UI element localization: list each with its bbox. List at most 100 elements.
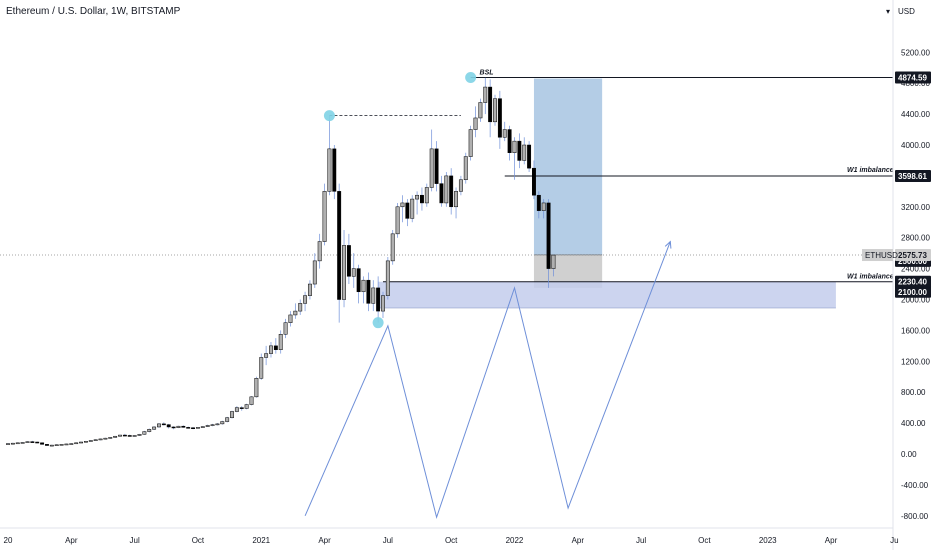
candle-body — [273, 345, 278, 350]
time-tick: Ju — [890, 536, 898, 545]
time-tick: Apr — [572, 536, 585, 545]
candle-body — [225, 417, 230, 422]
candle-body — [20, 442, 25, 444]
swing-marker-1 — [465, 71, 477, 83]
candle-body — [103, 437, 108, 440]
price-label-imbalance-2: 2230.40 — [898, 278, 927, 287]
price-tick: 2000.00 — [901, 296, 930, 305]
candle-body — [186, 427, 191, 429]
candle-body — [502, 129, 507, 138]
candle-body — [69, 443, 74, 445]
candle-body — [434, 148, 439, 184]
candle-body — [278, 334, 283, 350]
time-tick: Apr — [318, 536, 331, 545]
candle-body — [527, 144, 532, 169]
price-label-last: 2575.73 — [898, 251, 927, 260]
time-axis[interactable]: 20 Apr Jul Oct 2021 Apr Jul Oct 2022 Apr Jul Oct 202… — [4, 536, 899, 545]
candle-body — [298, 303, 303, 312]
candle-body — [400, 202, 405, 208]
candle-body — [79, 441, 83, 444]
price-tick: 4000.00 — [901, 141, 930, 150]
candle-body — [171, 426, 176, 429]
price-tick: 400.00 — [901, 419, 926, 428]
candle-body — [122, 434, 127, 437]
candle-body — [288, 314, 293, 323]
candle-body — [181, 425, 186, 428]
candle-body — [429, 148, 434, 188]
candle-body — [230, 411, 234, 418]
price-axis[interactable]: USD▾5200.004800.004400.004000.003600.003… — [886, 7, 930, 521]
candle-body — [161, 423, 166, 426]
candle-body — [551, 254, 556, 269]
candle-body — [546, 202, 551, 269]
candle-body — [522, 144, 527, 161]
w1-imbalance-label-1: W1 imbalance — [847, 167, 894, 174]
candle-body — [15, 442, 20, 445]
price-tick: -800.00 — [901, 512, 929, 521]
price-tick: 800.00 — [901, 388, 926, 397]
price-label-imbalance-2-bg — [895, 275, 931, 288]
candle-body — [381, 295, 385, 312]
candle-body — [200, 426, 205, 428]
currency-dropdown-icon: ▾ — [886, 7, 890, 16]
time-tick: 2023 — [759, 536, 777, 545]
price-tick: 2400.00 — [901, 265, 930, 274]
candle-body — [40, 442, 45, 445]
candle-body — [152, 426, 157, 430]
candle-body — [454, 191, 458, 208]
candle-body — [366, 279, 371, 304]
candle-body — [332, 148, 337, 192]
price-label-last-bg — [895, 249, 931, 262]
candle-body — [317, 241, 322, 262]
price-label-high: 4874.59 — [898, 73, 927, 82]
candle-body — [410, 198, 415, 219]
price-tick: 4400.00 — [901, 110, 930, 119]
zones-layer — [378, 78, 836, 309]
time-tick: Apr — [65, 536, 78, 545]
candle-body — [259, 357, 264, 379]
candle-body — [293, 310, 298, 316]
candles-layer — [6, 77, 556, 447]
symbol-tag: ETHUSD — [865, 251, 898, 260]
time-tick: 2022 — [506, 536, 524, 545]
candle-body — [303, 295, 308, 304]
candle-body — [361, 279, 366, 293]
price-tick: 2800.00 — [901, 234, 930, 243]
candle-body — [346, 245, 351, 277]
annotations-layer: BSL W1 imbalance W1 imbalance — [480, 69, 894, 280]
candle-body — [254, 378, 259, 398]
swing-marker-2 — [372, 317, 384, 329]
candle-body — [269, 345, 273, 354]
candle-body — [113, 435, 118, 438]
candle-body — [449, 175, 454, 208]
time-tick: Oct — [698, 536, 711, 545]
candle-body — [45, 444, 49, 446]
swing-marker-0 — [323, 110, 335, 122]
candle-body — [157, 423, 161, 428]
candle-body — [195, 427, 200, 429]
candle-body — [49, 444, 54, 447]
price-label-imbalance-1-bg — [895, 170, 931, 183]
candle-body — [322, 191, 327, 242]
candle-body — [137, 434, 142, 436]
candle-body — [493, 98, 497, 123]
time-tick: Jul — [636, 536, 646, 545]
w1-imbalance-label-2: W1 imbalance — [847, 274, 894, 281]
time-tick: Jul — [130, 536, 140, 545]
price-tick: 1600.00 — [901, 326, 930, 335]
candle-body — [342, 245, 346, 300]
candle-body — [415, 194, 420, 200]
candle-body — [420, 194, 424, 204]
candle-body — [478, 102, 483, 119]
candle-body — [142, 431, 147, 435]
markers-layer — [323, 71, 477, 329]
time-tick: Oct — [445, 536, 458, 545]
price-label-high-bg — [895, 71, 931, 84]
projection-path — [304, 241, 671, 520]
candle-body — [6, 443, 10, 445]
candle-body — [497, 98, 502, 138]
candle-body — [244, 404, 249, 409]
candle-body — [356, 268, 361, 293]
zone-2 — [378, 281, 836, 308]
